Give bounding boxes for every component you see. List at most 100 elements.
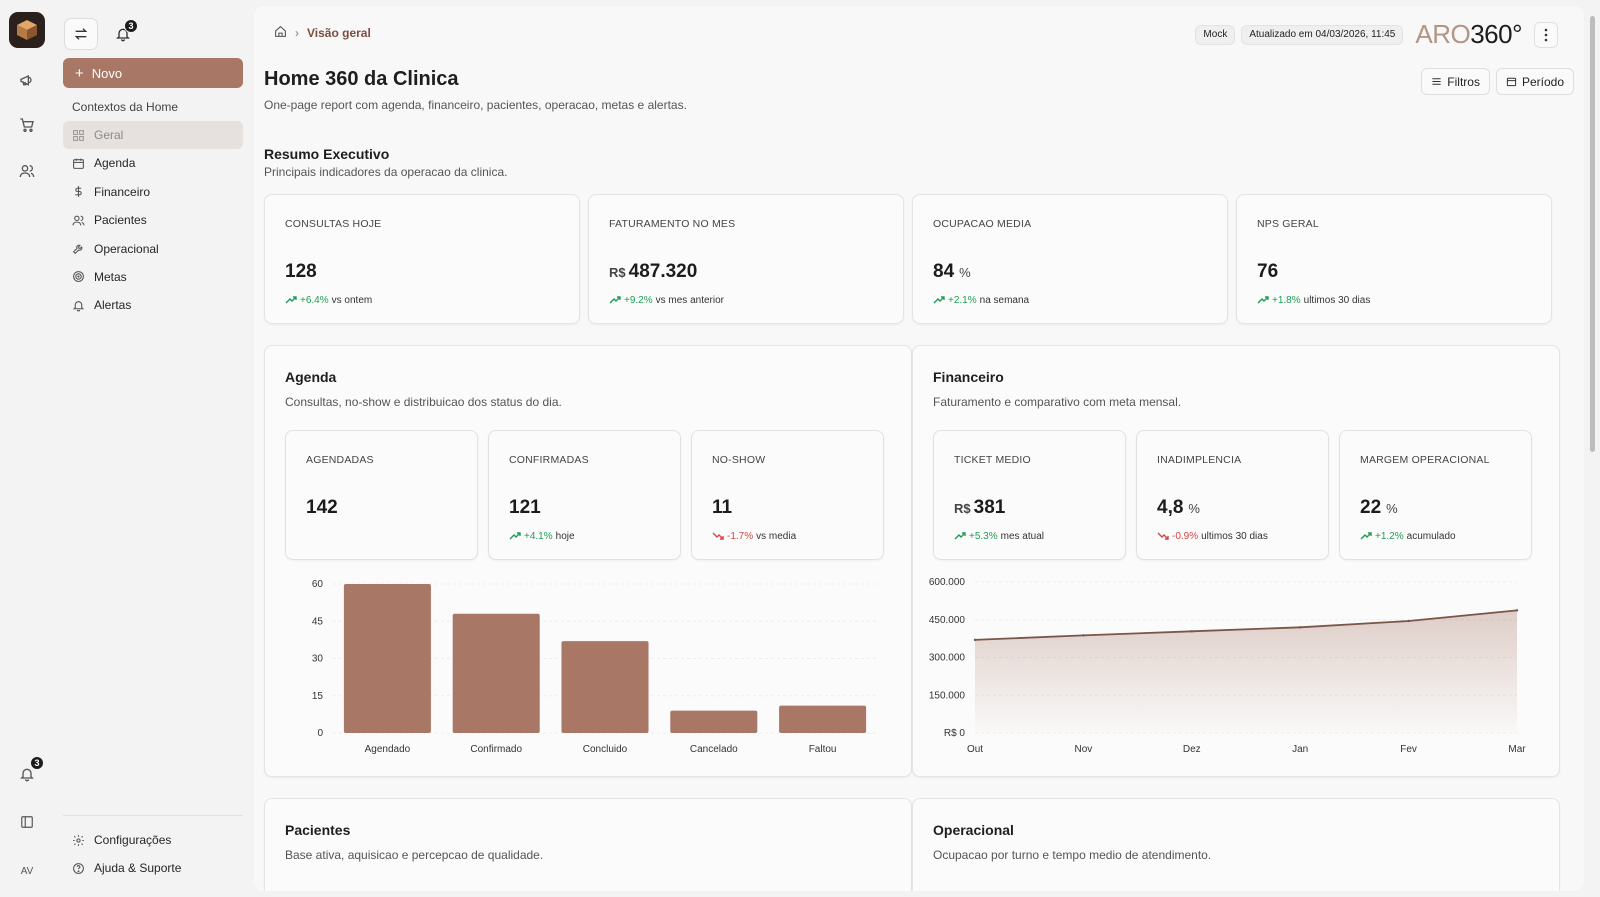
panel-toggle-icon[interactable] (15, 810, 39, 834)
notifications-bell-icon[interactable]: 3 (15, 756, 44, 786)
kpi-value: 84% (933, 261, 971, 283)
sidebar-item-agenda[interactable]: Agenda (63, 149, 243, 177)
value-number: 128 (285, 261, 317, 282)
kpi-label: FATURAMENTO NO MES (609, 218, 736, 230)
metric-label: MARGEM OPERACIONAL (1360, 454, 1490, 466)
scrollbar-thumb[interactable] (1590, 16, 1595, 452)
x-tick-label: Dez (1183, 744, 1201, 755)
metric-card: AGENDADAS 142 (285, 430, 478, 560)
data-point[interactable] (1407, 619, 1410, 623)
summary-title: Resumo Executivo (264, 146, 390, 162)
page-actions: Filtros Período (1421, 68, 1574, 95)
sidebar-item-financeiro[interactable]: Financeiro (63, 178, 243, 206)
plus-icon: + (75, 64, 84, 82)
agenda-subtitle: Consultas, no-show e distribuicao dos st… (285, 395, 562, 409)
sidebar-item-ajuda[interactable]: Ajuda & Suporte (63, 854, 243, 882)
dollar-icon (71, 185, 85, 199)
bar[interactable] (561, 641, 649, 733)
user-avatar[interactable]: AV (20, 865, 34, 877)
x-tick-label: Concluido (583, 744, 628, 755)
y-tick-label: 150.000 (929, 690, 966, 701)
bell-icon (71, 298, 85, 312)
financeiro-title: Financeiro (933, 369, 1004, 385)
sidebar-item-pacientes[interactable]: Pacientes (63, 206, 243, 234)
switch-context-button[interactable] (64, 18, 98, 50)
metric-card: MARGEM OPERACIONAL 22% +1.2% acumulado (1339, 430, 1532, 560)
data-point[interactable] (1082, 634, 1085, 637)
more-options-button[interactable] (1534, 21, 1558, 48)
kpi-delta: +1.8% ultimos 30 dias (1257, 294, 1370, 306)
data-point[interactable] (1190, 630, 1193, 633)
bar[interactable] (343, 584, 431, 733)
trend-down-icon (1157, 532, 1169, 540)
main-content: › Visão geral Mock Atualizado em 04/03/2… (254, 6, 1584, 891)
cart-icon[interactable] (15, 113, 39, 137)
bar[interactable] (670, 710, 758, 733)
kpi-delta: +6.4% vs ontem (285, 294, 372, 306)
y-tick-label: 45 (312, 616, 324, 627)
trend-up-icon (609, 296, 621, 304)
pacientes-title: Pacientes (285, 822, 351, 838)
delta-context: vs mes anterior (655, 294, 724, 306)
filters-button[interactable]: Filtros (1421, 68, 1490, 95)
metric-value: 121 (509, 497, 541, 519)
chevron-right-icon: › (295, 26, 299, 40)
kpi-card: CONSULTAS HOJE 128 +6.4% vs ontem (264, 194, 580, 324)
sidebar-notifications-button[interactable]: 3 (106, 18, 140, 50)
bar[interactable] (452, 613, 540, 733)
operacional-panel: Operacional Ocupacao por turno e tempo m… (912, 798, 1560, 891)
delta-context: mes atual (1000, 530, 1044, 542)
delta-value: +1.2% (1375, 530, 1404, 542)
kpi-label: CONSULTAS HOJE (285, 218, 382, 230)
sidebar: 3 + Novo Contextos da Home Geral Agenda … (54, 0, 254, 897)
x-tick-label: Jan (1292, 744, 1308, 755)
metric-card: CONFIRMADAS 121 +4.1% hoje (488, 430, 681, 560)
app-logo[interactable] (9, 12, 45, 48)
users-icon[interactable] (15, 159, 39, 183)
sidebar-item-alertas[interactable]: Alertas (63, 291, 243, 319)
mock-badge: Mock (1195, 24, 1236, 45)
operacional-subtitle: Ocupacao por turno e tempo medio de aten… (933, 848, 1212, 862)
kpi-card: OCUPACAO MEDIA 84% +2.1% na semana (912, 194, 1228, 324)
home-icon[interactable] (274, 25, 287, 41)
trend-up-icon (954, 532, 966, 540)
pacientes-subtitle: Base ativa, aquisicao e percepcao de qua… (285, 848, 544, 862)
financeiro-subtitle: Faturamento e comparativo com meta mensa… (933, 395, 1182, 409)
filters-label: Filtros (1447, 74, 1480, 89)
metric-value: 22% (1360, 497, 1398, 519)
brand-aro: ARO (1415, 19, 1471, 49)
campaigns-icon[interactable] (15, 68, 39, 92)
page-title: Home 360 da Clinica (264, 68, 459, 90)
period-button[interactable]: Período (1495, 68, 1574, 95)
bar[interactable] (779, 705, 867, 733)
kpi-card: FATURAMENTO NO MES R$ 487.320 +9.2% vs mes a… (588, 194, 904, 324)
header-actions: Mock Atualizado em 04/03/2026, 11:45 ARO… (1195, 19, 1558, 50)
data-point[interactable] (1515, 609, 1519, 612)
delta-context: vs ontem (331, 294, 373, 306)
sidebar-divider (63, 815, 243, 816)
delta-value: +9.2% (624, 294, 653, 306)
data-point[interactable] (973, 638, 977, 642)
agenda-panel: Agenda Consultas, no-show e distribuicao… (264, 345, 912, 777)
sidebar-item-geral[interactable]: Geral (63, 121, 243, 149)
sidebar-item-configuracoes[interactable]: Configurações (63, 826, 243, 854)
updated-at-badge: Atualizado em 04/03/2026, 11:45 (1241, 24, 1404, 45)
sidebar-item-label: Metas (94, 269, 127, 284)
value-number: 4,8 (1157, 497, 1184, 518)
currency-symbol: R$ (954, 501, 971, 516)
sliders-icon (1432, 78, 1441, 85)
value-number: 11 (712, 497, 733, 518)
sidebar-section-label: Contextos da Home (72, 100, 179, 114)
gear-icon (71, 833, 85, 847)
scrollbar[interactable] (1588, 6, 1596, 891)
y-tick-label: 0 (317, 728, 323, 739)
x-tick-label: Out (967, 744, 983, 755)
metric-delta: -0.9% ultimos 30 dias (1157, 530, 1268, 542)
sidebar-item-operacional[interactable]: Operacional (63, 235, 243, 263)
breadcrumb-current: Visão geral (307, 26, 371, 40)
data-point[interactable] (1299, 626, 1302, 629)
metric-label: NO-SHOW (712, 454, 766, 466)
sidebar-item-metas[interactable]: Metas (63, 263, 243, 291)
new-button[interactable]: + Novo (63, 58, 243, 88)
value-unit: % (1188, 501, 1200, 516)
